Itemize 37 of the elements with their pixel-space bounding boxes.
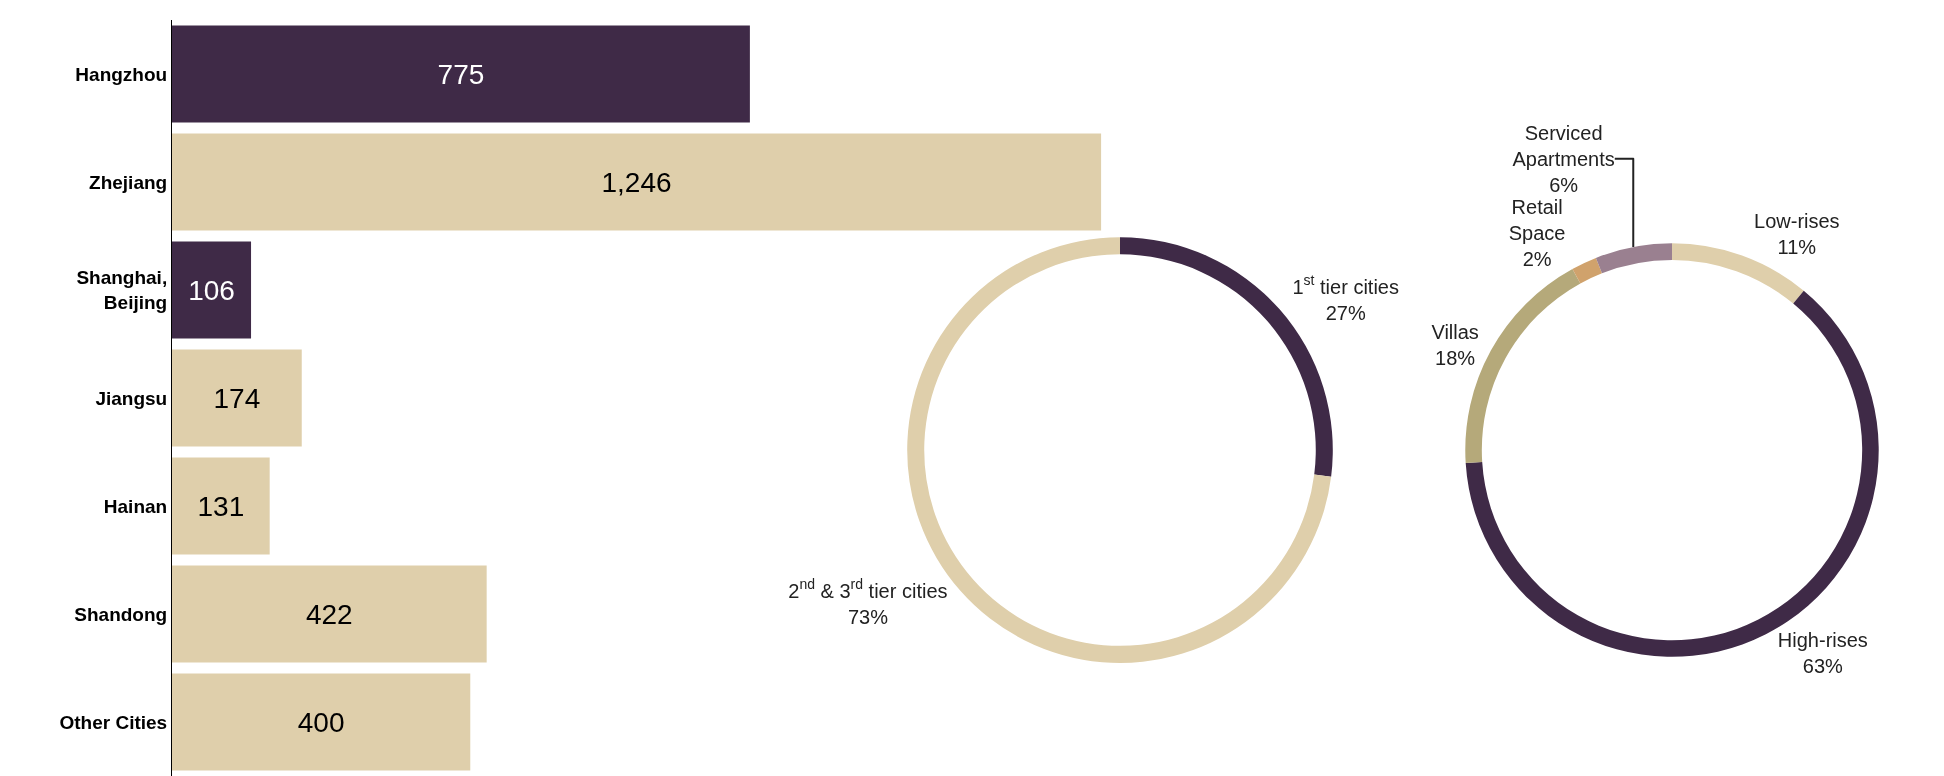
slice-label: Serviced Apartments bbox=[1512, 121, 1615, 170]
bar bbox=[172, 133, 1102, 231]
slice-label: Retail Space bbox=[1508, 195, 1566, 244]
y-tick-label: Jiangsu bbox=[95, 387, 168, 409]
data-label: 2% bbox=[1522, 247, 1552, 270]
donut-slice bbox=[1595, 243, 1672, 274]
bar bbox=[172, 349, 302, 447]
bar bbox=[172, 673, 471, 771]
bar bbox=[172, 565, 487, 663]
bar bbox=[172, 25, 750, 123]
data-label: 1,246 bbox=[601, 166, 672, 198]
y-tick-label: Shandong bbox=[74, 603, 168, 625]
y-tick-label: Zhejiang bbox=[89, 171, 168, 193]
slice-label: High-rises bbox=[1777, 629, 1868, 652]
slice-label: 1$^{st}$ tier cities bbox=[1292, 272, 1399, 298]
slice-label: Low-rises bbox=[1754, 210, 1840, 233]
slice-label: Villas bbox=[1431, 320, 1479, 343]
data-label: 73% bbox=[847, 605, 889, 628]
data-label: 6% bbox=[1549, 173, 1579, 196]
data-label: 106 bbox=[188, 274, 235, 306]
data-label: 400 bbox=[297, 706, 345, 738]
y-tick-label: Other Cities bbox=[59, 711, 168, 733]
bar bbox=[172, 241, 252, 339]
slice-label: 2$^{nd}$ & 3$^{rd}$ tier cities bbox=[788, 576, 948, 602]
data-label: 775 bbox=[437, 58, 485, 90]
donut-slice bbox=[1572, 257, 1602, 284]
y-tick-label: Hangzhou bbox=[75, 63, 168, 85]
data-label: 63% bbox=[1802, 655, 1844, 678]
data-label: 174 bbox=[213, 382, 261, 414]
y-tick-label: Hainan bbox=[103, 495, 168, 517]
data-label: 11% bbox=[1777, 236, 1817, 259]
data-label: 131 bbox=[197, 490, 245, 522]
data-label: 18% bbox=[1435, 346, 1476, 369]
bar bbox=[172, 457, 270, 555]
data-label: 422 bbox=[305, 598, 353, 630]
data-label: 27% bbox=[1325, 301, 1366, 324]
y-tick-label: Shanghai, Beijing bbox=[76, 267, 168, 313]
